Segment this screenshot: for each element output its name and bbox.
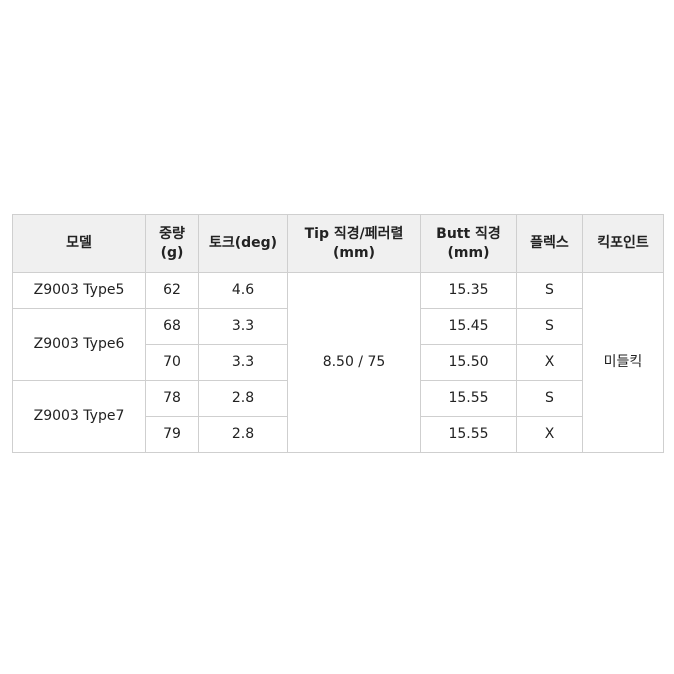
cell-flex: X xyxy=(516,344,583,381)
header-flex: 플렉스 xyxy=(516,214,583,273)
cell-butt: 15.35 xyxy=(420,272,517,309)
table-row: Z9003 Type5 62 4.6 8.50 / 75 15.35 S 미들킥 xyxy=(12,272,664,453)
table-row: Z9003 Type7 78 2.8 15.55 S xyxy=(12,380,664,453)
header-torque: 토크(deg) xyxy=(198,214,288,273)
cell-torque: 3.3 xyxy=(198,308,288,345)
cell-torque: 4.6 xyxy=(198,272,288,309)
cell-butt: 15.55 xyxy=(420,380,517,417)
header-kickpoint: 킥포인트 xyxy=(582,214,664,273)
table-row: 79 2.8 15.55 X xyxy=(13,416,664,453)
cell-butt: 15.50 xyxy=(420,344,517,381)
cell-butt: 15.55 xyxy=(420,416,517,453)
cell-flex: S xyxy=(516,272,583,309)
cell-tip: 8.50 / 75 xyxy=(287,272,421,453)
cell-model: Z9003 Type5 xyxy=(12,272,146,309)
header-text: (g) xyxy=(160,244,184,261)
header-text: (mm) xyxy=(447,244,490,261)
table-row: 70 3.3 15.50 X xyxy=(13,344,664,381)
cell-weight: 62 xyxy=(145,272,199,309)
cell-torque: 2.8 xyxy=(198,380,288,417)
header-text: 토크(deg) xyxy=(208,235,278,251)
cell-butt: 15.45 xyxy=(420,308,517,345)
cell-flex: S xyxy=(516,380,583,417)
cell-weight: 79 xyxy=(145,416,199,453)
cell-flex: S xyxy=(516,308,583,345)
header-text: (mm) xyxy=(333,244,375,261)
cell-model: Z9003 Type6 xyxy=(12,308,146,381)
header-text: 플렉스 xyxy=(530,235,569,251)
cell-weight: 78 xyxy=(145,380,199,417)
header-row: 모델 중량 (g) 토크(deg) Tip 직경/페러렬 (mm) Butt 직경 (… xyxy=(12,214,664,273)
cell-torque: 3.3 xyxy=(198,344,288,381)
cell-kickpoint: 미들킥 xyxy=(582,272,664,453)
header-butt: Butt 직경 (mm) xyxy=(420,214,517,273)
header-model: 모델 xyxy=(12,214,146,273)
cell-model: Z9003 Type7 xyxy=(12,380,146,453)
cell-weight: 68 xyxy=(145,308,199,345)
cell-weight: 70 xyxy=(145,344,199,381)
header-weight: 중량 (g) xyxy=(145,214,199,273)
header-text: Tip 직경/페러렬 xyxy=(304,225,404,242)
cell-torque: 2.8 xyxy=(198,416,288,453)
header-text: 킥포인트 xyxy=(597,235,649,251)
header-text: 모델 xyxy=(66,235,92,251)
header-text: 중량 xyxy=(159,225,185,242)
header-tip: Tip 직경/페러렬 (mm) xyxy=(287,214,421,273)
cell-flex: X xyxy=(516,416,583,453)
table-row: Z9003 Type6 68 3.3 15.45 S xyxy=(12,308,664,381)
header-text: Butt 직경 xyxy=(436,225,501,242)
spec-table: 모델 중량 (g) 토크(deg) Tip 직경/페러렬 (mm) Butt 직경 (… xyxy=(12,214,664,453)
